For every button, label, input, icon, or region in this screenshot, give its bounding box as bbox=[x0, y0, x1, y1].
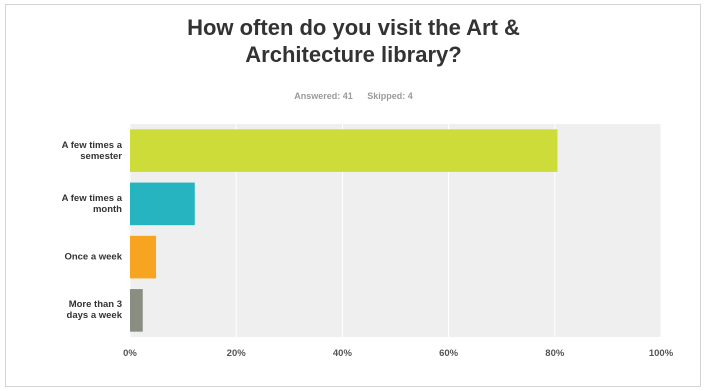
skipped-count: Skipped: 4 bbox=[367, 91, 413, 101]
answered-count: Answered: 41 bbox=[294, 91, 353, 101]
bar bbox=[130, 129, 558, 172]
x-tick-label: 100% bbox=[648, 348, 674, 359]
x-tick-label: 20% bbox=[226, 348, 246, 359]
x-tick-label: 60% bbox=[439, 348, 459, 359]
category-label: More than 3 days a week bbox=[66, 299, 122, 322]
chart-title: How often do you visit the Art & Archite… bbox=[187, 15, 520, 67]
x-tick-label: 40% bbox=[332, 348, 352, 359]
category-label: A few times a semester bbox=[61, 139, 122, 162]
bar bbox=[130, 289, 143, 332]
category-label: Once a week bbox=[64, 251, 122, 263]
bar bbox=[130, 235, 157, 279]
x-tick-label: 0% bbox=[123, 348, 137, 359]
x-tick-label: 80% bbox=[545, 348, 565, 359]
response-stats: Answered: 41 Skipped: 4 bbox=[0, 91, 707, 101]
category-label: A few times a month bbox=[61, 192, 122, 215]
bar bbox=[130, 182, 195, 226]
